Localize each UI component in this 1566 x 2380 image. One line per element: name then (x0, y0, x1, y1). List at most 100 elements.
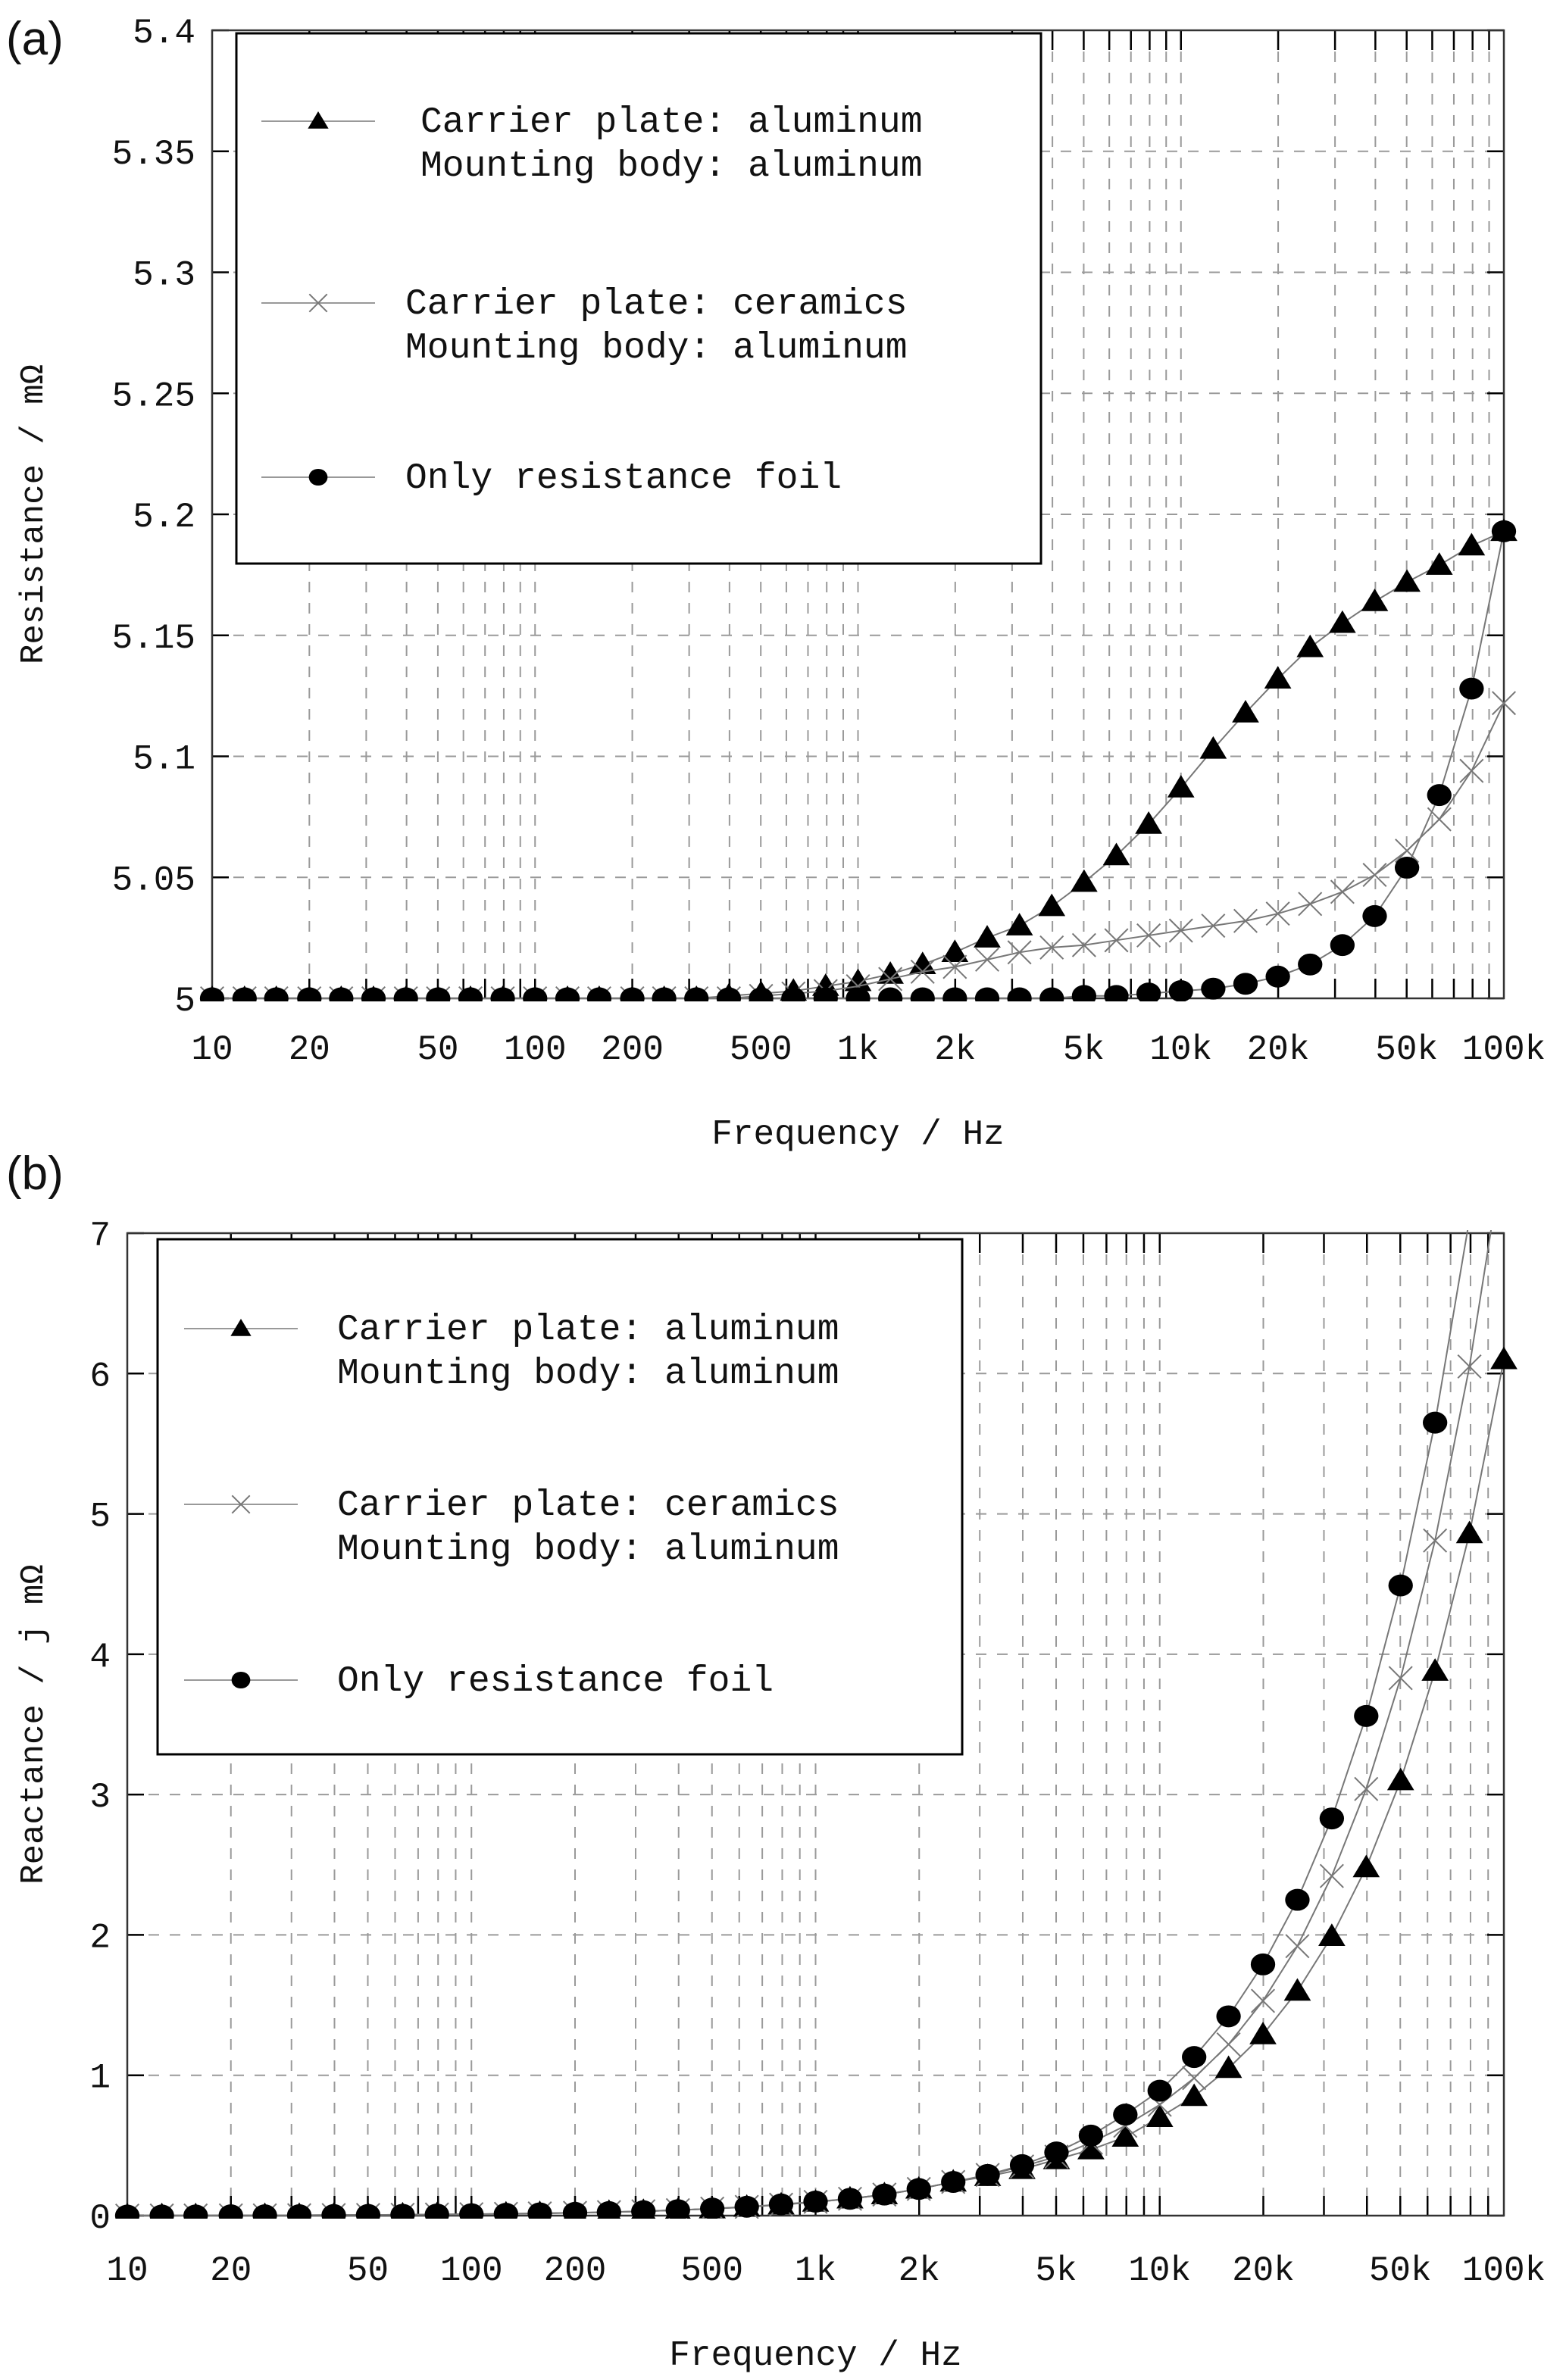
data-point-circle (942, 987, 967, 1001)
legend-label: Carrier plate: ceramics (337, 1485, 839, 1526)
data-point-circle (684, 987, 709, 1001)
data-point-circle (1457, 1208, 1481, 1230)
data-point-circle (1044, 2141, 1069, 2164)
data-point-circle (1354, 1704, 1379, 1727)
cross-stroke (1330, 879, 1355, 904)
data-point-circle (426, 987, 451, 1001)
legend-cross-icon (231, 1495, 251, 1514)
cross-stroke (1319, 1863, 1344, 1888)
data-point-triangle (1038, 893, 1066, 917)
data-point-circle (716, 987, 742, 1001)
y-tick-label: 5.15 (112, 619, 195, 658)
data-point-circle (1319, 1807, 1345, 1830)
chart-panel-b: 0 1 2 3 4 5 6 7 10 20 50 100 200 500 1k 2k 5k 10k 20k 50k 10… (6, 1148, 1546, 2375)
legend-triangle-icon (308, 111, 329, 129)
data-point-circle (768, 2193, 794, 2216)
series-circle (114, 1208, 1481, 2219)
data-point-circle (803, 2191, 828, 2213)
data-point-cross (1039, 935, 1064, 960)
y-tick-label: 5.2 (133, 498, 195, 537)
cross-stroke (1388, 1666, 1413, 1691)
x-tick-label: 200 (544, 2251, 607, 2291)
data-point-circle (877, 987, 903, 1001)
data-point-circle (1201, 977, 1226, 1000)
cross-stroke (1423, 1528, 1448, 1553)
data-point-circle (1136, 982, 1161, 1001)
cross-stroke (1007, 940, 1032, 965)
data-point-circle (1078, 2124, 1104, 2147)
data-point-circle (652, 987, 677, 1001)
data-point-cross (1362, 863, 1387, 888)
data-point-cross (1071, 932, 1096, 957)
data-point-circle (910, 987, 935, 1001)
data-point-triangle (1425, 552, 1453, 575)
data-point-triangle (1455, 1520, 1483, 1544)
data-point-circle (1071, 985, 1097, 1001)
cross-stroke (942, 954, 967, 979)
data-point-circle (114, 2204, 140, 2219)
panel-label: (a) (6, 13, 64, 65)
data-point-circle (1265, 965, 1290, 988)
data-point-circle (555, 987, 580, 1001)
data-point-circle (974, 987, 1000, 1001)
data-point-triangle (1005, 913, 1033, 935)
cross-stroke (910, 959, 935, 984)
data-point-cross (1265, 901, 1290, 926)
cross-stroke (308, 293, 328, 313)
data-point-cross (1459, 758, 1484, 783)
legend-triangle-icon (230, 1319, 252, 1336)
data-point-cross (1136, 923, 1161, 948)
cross-stroke (1233, 908, 1258, 933)
data-point-cross (1007, 940, 1032, 965)
data-point-triangle (1386, 1767, 1414, 1791)
x-axis-label: Frequency / Hz (711, 1115, 1004, 1154)
y-tick-label: 5.05 (112, 860, 195, 900)
y-tick-label: 5.1 (133, 740, 195, 779)
legend-label: Mounting body: aluminum (420, 146, 923, 187)
data-point-circle (355, 2204, 381, 2219)
cross-stroke (1251, 1988, 1276, 2013)
data-point-circle (1147, 2079, 1172, 2102)
data-point-triangle (1111, 2124, 1139, 2147)
data-point-triangle (1421, 1658, 1449, 1681)
data-point-circle (493, 2203, 518, 2219)
data-point-circle (459, 2203, 484, 2219)
data-point-circle (252, 2204, 277, 2219)
legend-label: Mounting body: aluminum (337, 1354, 839, 1395)
x-tick-label: 20k (1247, 1030, 1310, 1070)
x-tick-label: 10 (106, 2251, 148, 2291)
data-point-circle (390, 2204, 415, 2219)
data-point-cross (1319, 1863, 1344, 1888)
data-point-triangle (1102, 842, 1130, 866)
legend-label: Only resistance foil (337, 1661, 774, 1702)
data-point-triangle (974, 925, 1001, 948)
data-point-circle (458, 987, 483, 1001)
data-point-triangle (1135, 811, 1162, 834)
cross-stroke (1491, 691, 1517, 716)
data-point-circle (1362, 904, 1387, 927)
plot-area (199, 518, 1518, 1001)
x-tick-label: 50k (1375, 1030, 1438, 1070)
data-point-triangle (1214, 2055, 1242, 2079)
data-point-triangle (1490, 1346, 1518, 1370)
data-point-circle (523, 987, 548, 1001)
cross-stroke (1427, 807, 1452, 832)
x-tick-label: 20 (210, 2251, 252, 2291)
panel-label: (b) (6, 1148, 64, 1200)
cross-stroke (1354, 1776, 1379, 1801)
x-tick-label: 10k (1149, 1030, 1212, 1070)
data-point-circle (596, 2200, 621, 2219)
y-tick-label: 2 (89, 1918, 111, 1957)
data-point-circle (906, 2178, 931, 2200)
legend-label: Carrier plate: aluminum (420, 102, 923, 143)
data-point-cross (1330, 879, 1355, 904)
legend-item-circle: Only resistance foil (184, 1661, 774, 1702)
data-point-circle (975, 2163, 1000, 2186)
data-point-triangle (1318, 1923, 1346, 1947)
cross-stroke (1298, 892, 1323, 917)
data-point-triangle (1296, 634, 1324, 657)
data-point-cross (1298, 892, 1323, 917)
